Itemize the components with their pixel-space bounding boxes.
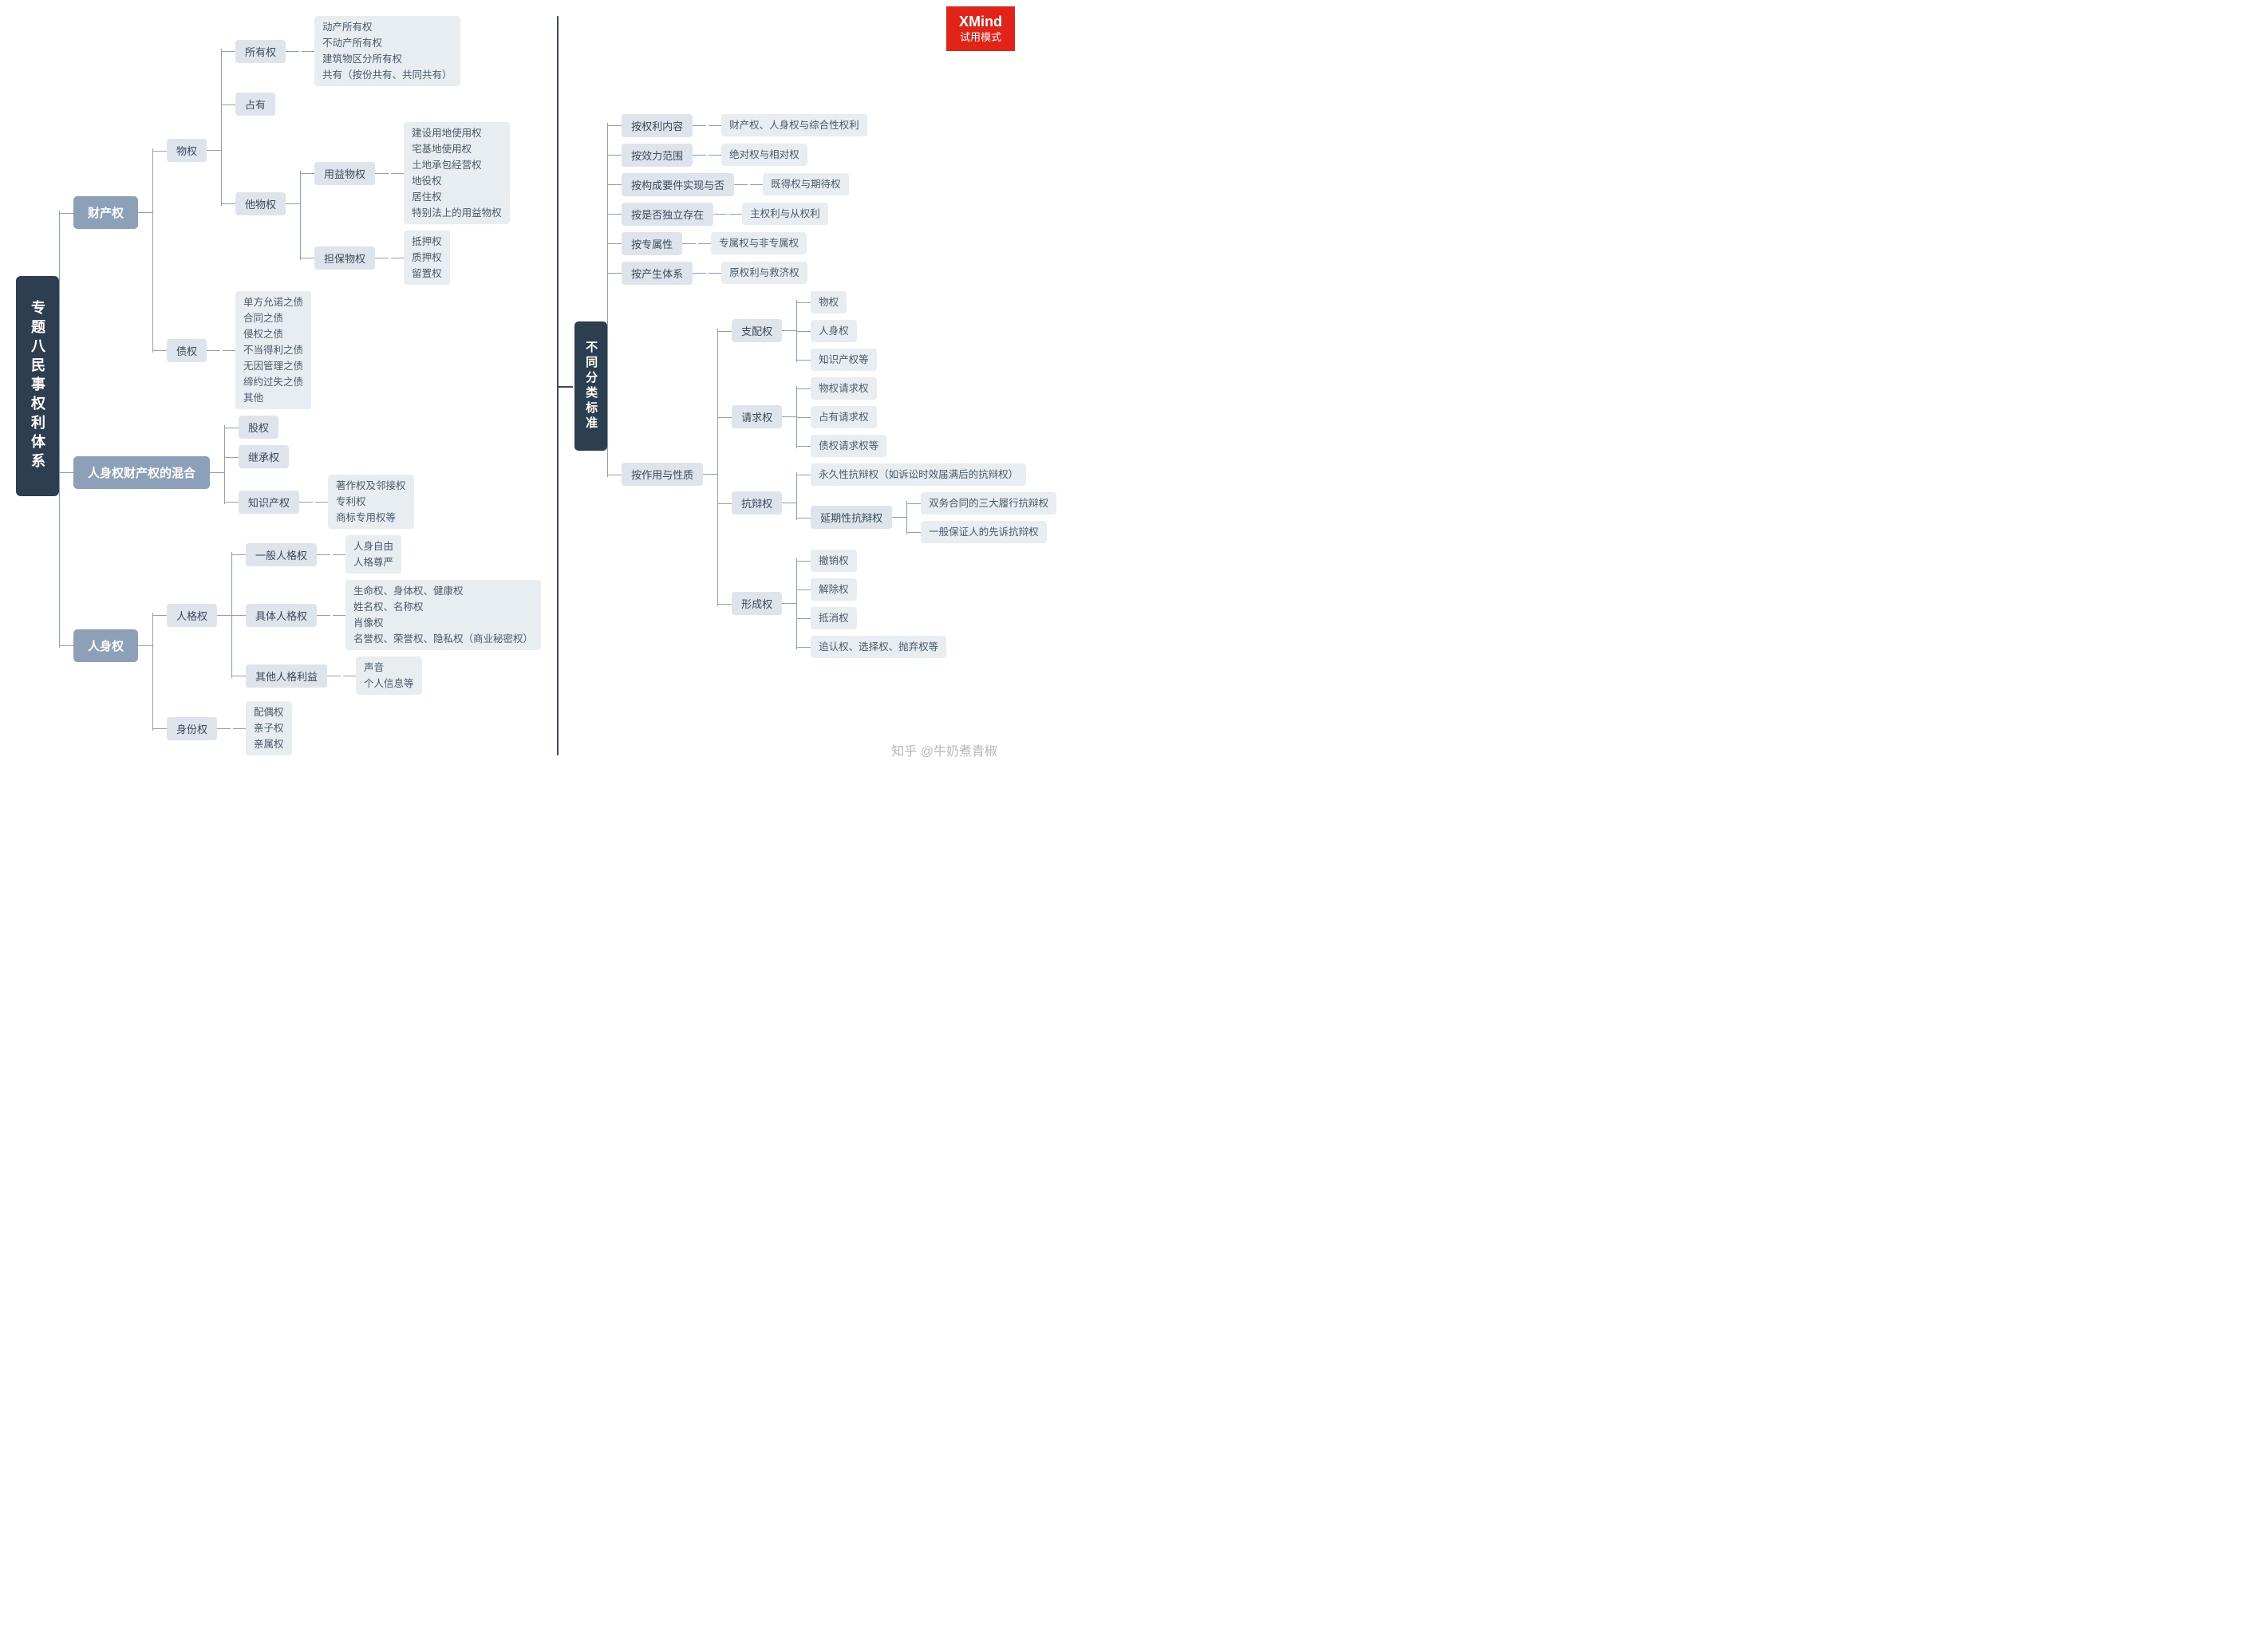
leaf-juti-renge: 生命权、身体权、健康权 姓名权、名称权 肖像权 名誉权、荣誉权、隐私权（商业秘密…: [345, 580, 541, 650]
leaf-zhishi: 著作权及邻接权 专利权 商标专用权等: [328, 475, 414, 529]
node-qita-renge[interactable]: 其他人格利益: [246, 664, 327, 688]
leaf-zhaiquan: 单方允诺之债 合同之债 侵权之债 不当得利之债 无因管理之债 缔约过失之债 其他: [235, 291, 311, 409]
leaf-zhipei-2: 知识产权等: [811, 349, 877, 371]
leaf-qingqiu-1: 占有请求权: [811, 406, 877, 428]
watermark: 知乎 @牛奶煮青椒: [891, 740, 997, 759]
leaf-yanqi-1: 一般保证人的先诉抗辩权: [921, 521, 1047, 543]
leaf-r1: 财产权、人身权与综合性权利: [721, 114, 867, 136]
leaf-yongyi: 建设用地使用权 宅基地使用权 土地承包经营权 地役权 居住权 特别法上的用益物权: [404, 122, 510, 224]
node-zhipei[interactable]: 支配权: [732, 319, 782, 342]
node-zhanyou[interactable]: 占有: [235, 93, 275, 116]
badge-subtitle: 试用模式: [959, 31, 1002, 45]
leaf-xingcheng-note: 追认权、选择权、抛弃权等: [811, 636, 946, 658]
leaf-xingcheng-1: 解除权: [811, 578, 857, 601]
leaf-r5: 专属权与非专属权: [711, 232, 807, 254]
right-root-node[interactable]: 不同分类标准: [574, 321, 607, 451]
node-zhaiquan[interactable]: 债权: [167, 339, 207, 362]
node-renshen[interactable]: 人身权: [73, 629, 138, 662]
leaf-xingcheng-2: 抵消权: [811, 607, 857, 629]
node-caichan[interactable]: 财产权: [73, 196, 138, 229]
leaf-r6: 原权利与救济权: [721, 262, 807, 284]
node-yongyi[interactable]: 用益物权: [314, 162, 375, 185]
right-children: 按权利内容 财产权、人身权与综合性权利 按效力范围 绝对权与相对权 按构成要件实…: [607, 114, 1056, 658]
node-shenfen[interactable]: 身份权: [167, 717, 217, 740]
node-r5[interactable]: 按专属性: [622, 232, 682, 255]
leaf-qita-renge: 声音 个人信息等: [356, 656, 422, 695]
node-danbao[interactable]: 担保物权: [314, 246, 375, 270]
node-guquan[interactable]: 股权: [239, 416, 278, 439]
leaf-qingqiu-2: 债权请求权等: [811, 435, 886, 457]
node-juti-renge[interactable]: 具体人格权: [246, 604, 317, 627]
node-tawu[interactable]: 他物权: [235, 192, 286, 215]
leaf-yongjiu-kangbian: 永久性抗辩权（如诉讼时效届满后的抗辩权）: [811, 463, 1026, 486]
node-xingcheng[interactable]: 形成权: [732, 592, 782, 615]
leaf-shenfen: 配偶权 亲子权 亲属权: [246, 701, 292, 755]
node-zhishi[interactable]: 知识产权: [239, 491, 299, 514]
leaf-danbao: 抵押权 质押权 留置权: [404, 231, 450, 285]
root-children: 财产权 物权 所有权 动产所有权 不动产所有权 建筑物区分所有权 共有（按份共有…: [59, 16, 541, 755]
node-kangbian[interactable]: 抗辩权: [732, 491, 782, 515]
leaf-zhipei-1: 人身权: [811, 320, 857, 342]
leaf-yanqi-0: 双务合同的三大履行抗辩权: [921, 492, 1056, 515]
leaf-r4: 主权利与从权利: [742, 203, 828, 225]
node-qingqiu[interactable]: 请求权: [732, 405, 782, 428]
node-r4[interactable]: 按是否独立存在: [622, 203, 713, 226]
node-yiban-renge[interactable]: 一般人格权: [246, 543, 317, 566]
leaf-qingqiu-0: 物权请求权: [811, 377, 877, 400]
root-node[interactable]: 专题八民事权利体系: [16, 276, 59, 496]
node-wuquan[interactable]: 物权: [167, 139, 207, 162]
node-hunhe[interactable]: 人身权财产权的混合: [73, 456, 210, 489]
xmind-badge: XMind 试用模式: [946, 6, 1015, 51]
badge-title: XMind: [959, 13, 1002, 31]
node-renge[interactable]: 人格权: [167, 604, 217, 627]
leaf-xingcheng-0: 撤销权: [811, 550, 857, 572]
node-jicheng[interactable]: 继承权: [239, 445, 289, 468]
relationship-bracket: [557, 16, 559, 755]
mindmap: 专题八民事权利体系 财产权 物权 所有权 动产所有权 不动产所有权 建筑: [16, 16, 1005, 755]
leaf-suoyou: 动产所有权 不动产所有权 建筑物区分所有权 共有（按份共有、共同共有）: [314, 16, 460, 86]
node-yanqi-kangbian[interactable]: 延期性抗辩权: [811, 506, 892, 529]
node-r3[interactable]: 按构成要件实现与否: [622, 173, 734, 196]
node-r1[interactable]: 按权利内容: [622, 114, 693, 137]
leaf-yiban-renge: 人身自由 人格尊严: [345, 535, 401, 574]
node-r2[interactable]: 按效力范围: [622, 144, 693, 167]
leaf-zhipei-0: 物权: [811, 291, 847, 313]
node-r7[interactable]: 按作用与性质: [622, 463, 703, 486]
node-r6[interactable]: 按产生体系: [622, 262, 693, 285]
leaf-r2: 绝对权与相对权: [721, 144, 807, 166]
leaf-r3: 既得权与期待权: [763, 173, 849, 195]
node-suoyou[interactable]: 所有权: [235, 40, 286, 63]
